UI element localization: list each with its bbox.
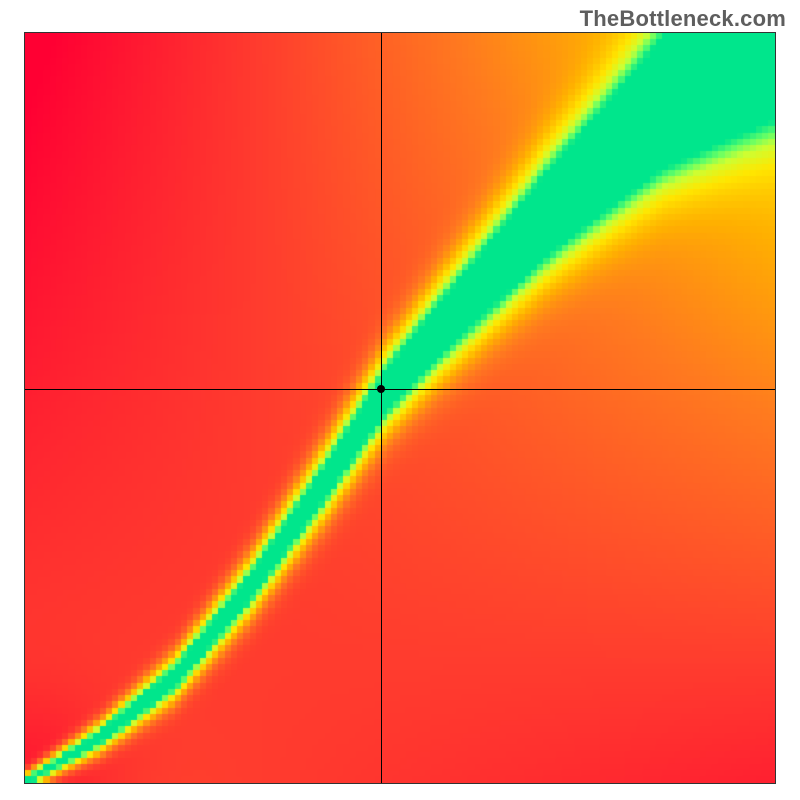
crosshair-horizontal	[25, 389, 775, 390]
crosshair-vertical	[381, 33, 382, 783]
heatmap-canvas	[25, 33, 775, 783]
watermark-text: TheBottleneck.com	[580, 6, 786, 32]
crosshair-dot	[377, 385, 385, 393]
bottleneck-heatmap	[24, 32, 776, 784]
